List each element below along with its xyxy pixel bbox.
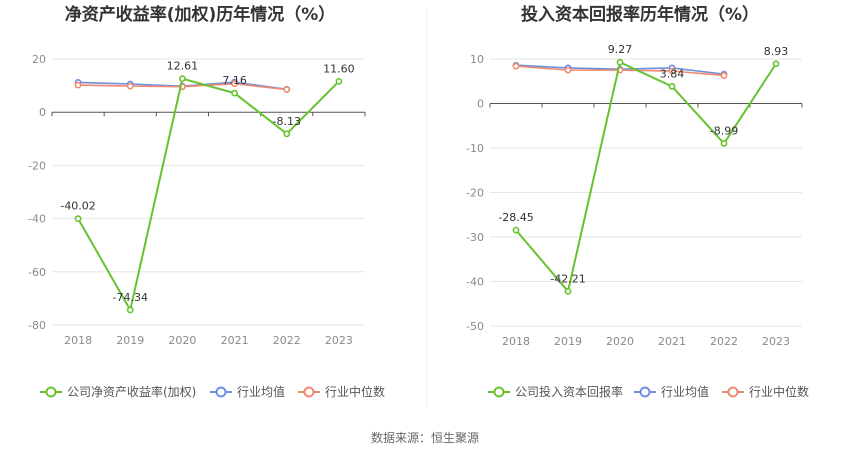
chart2-legend-company-label: 公司投入资本回报率 [515,384,623,399]
chart1-y-tick-label: -20 [28,159,46,172]
chart1-company-series-point [74,215,82,223]
chart1-y-tick-label: -40 [28,213,46,226]
chart2-industry-median-series-point [564,66,572,74]
chart2-x-tick-label: 2021 [658,335,686,348]
chart2-data-label: -28.45 [498,211,533,224]
chart1-legend-median-marker [303,386,315,398]
chart1-legend-avg-label: 行业均值 [237,384,285,399]
chart2-industry-median-series-point [668,67,676,75]
chart1-industry-median-series-point [126,82,134,90]
chart2-company-series-point [564,287,572,295]
chart1-company-series-line [77,77,340,313]
chart2-data-label: 8.93 [764,45,789,58]
data-source-note: 数据来源：恒生聚源 [370,431,479,445]
charts-canvas: 净资产收益率(加权)历年情况（%） 20 0 -20 -40 -60 -80 2018 2019… [28,4,809,408]
chart2-legend-avg-marker [639,386,651,398]
chart2-x-tick-label: 2020 [606,335,634,348]
chart1-industry-median-series-point [283,86,291,93]
chart2-x-tick-label: 2023 [762,335,790,348]
chart1-data-label: 12.61 [167,60,199,73]
chart1-company-series-point [283,130,291,138]
chart1-legend-company-label: 公司净资产收益率(加权) [67,384,196,399]
chart2-y-tick-label: -20 [466,187,484,200]
chart1-industry-median-series-point [231,80,238,88]
chart2-company-series-point [512,226,520,234]
chart1-data-label: 11.60 [323,62,355,75]
chart1-data-label: -74.34 [113,291,148,304]
chart1-data-label: -8.13 [273,115,301,128]
chart1-x-tick-label: 2020 [168,334,196,347]
chart2-title: 投入资本回报率历年情况（%） [521,4,759,25]
chart1-legend-avg-marker [215,386,227,398]
chart1-data-label: 7.16 [222,74,247,87]
chart1-x-tick-label: 2022 [273,334,301,347]
chart2-legend-avg-label: 行业均值 [661,384,709,399]
chart1-y-tick-label: 20 [32,53,46,66]
chart1-company-series-point [179,75,186,83]
chart2-legend-median-marker [727,386,739,398]
chart1-x-tick-label: 2023 [325,334,353,347]
chart2-company-series-point [668,83,676,90]
chart1-legend-company-marker [45,386,57,398]
chart1-x-tick-label: 2018 [64,334,92,347]
chart2-data-label: -8.99 [710,125,738,138]
chart2-industry-median-series-point [720,72,728,79]
chart2-company-series-line [515,60,777,294]
chart1-x-tick-label: 2021 [221,334,249,347]
chart2-x-tick-label: 2022 [710,335,738,348]
chart2-company-series-point [772,60,780,68]
chart2-y-tick-label: -10 [466,142,484,155]
chart2-x-tick-label: 2018 [502,335,530,348]
chart2-legend-median-label: 行业中位数 [749,384,809,399]
chart1-company-series-point [231,89,238,97]
chart2-y-tick-label: 10 [470,53,484,66]
chart1-legend-median-label: 行业中位数 [325,384,385,399]
chart2-legend-company-marker [493,386,505,398]
chart1-y-tick-label: -60 [28,266,46,279]
chart1-company-series-point [126,306,134,314]
chart2-company-series-point [720,140,728,147]
chart1-company-series-point [335,77,343,85]
chart2-data-label: -42.21 [550,272,585,285]
chart2-y-tick-label: 0 [477,98,484,111]
chart1-industry-median-series-point [74,81,82,89]
chart2-y-tick-label: -40 [466,276,484,289]
chart1-y-tick-label: 0 [39,106,46,119]
chart1-title: 净资产收益率(加权)历年情况（%） [65,4,336,25]
chart2-data-label: 3.84 [660,67,685,80]
chart1-x-tick-label: 2019 [116,334,144,347]
chart1-data-label: -40.02 [60,200,95,213]
chart2-data-label: 9.27 [608,43,633,56]
chart2-y-tick-label: -50 [466,320,484,333]
chart2-y-tick-label: -30 [466,231,484,244]
chart2-industry-median-series-point [512,62,520,70]
chart2-company-series-point [616,58,624,66]
chart2-x-tick-label: 2019 [554,335,582,348]
chart1-y-tick-label: -80 [28,319,46,332]
